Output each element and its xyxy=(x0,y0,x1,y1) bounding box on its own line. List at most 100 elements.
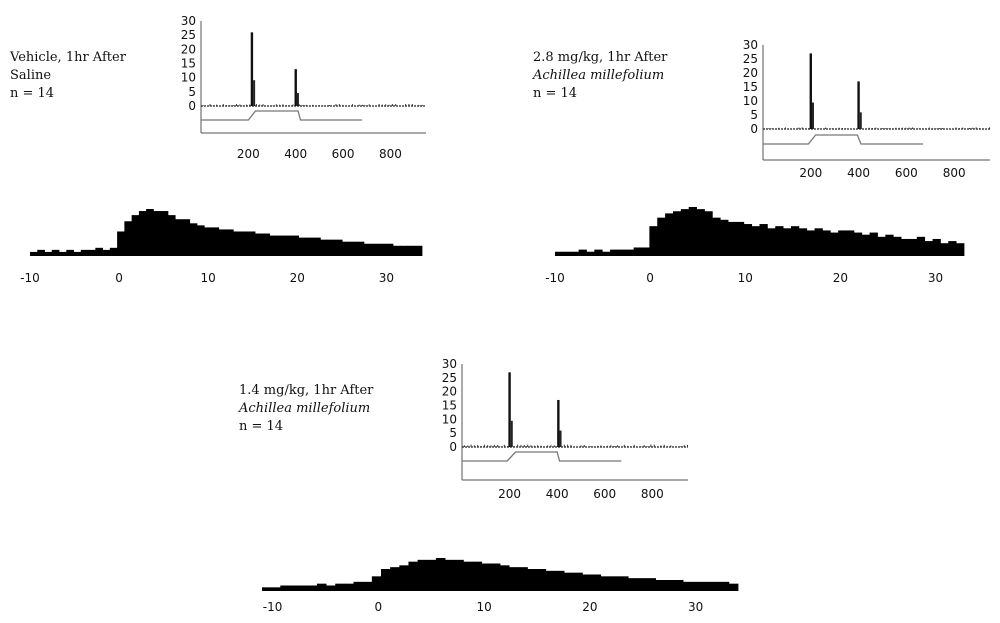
inset-x-tick-label: 600 xyxy=(895,166,918,180)
psth-bar xyxy=(948,241,957,256)
psth-bar xyxy=(138,211,147,256)
psth-x-tick-label: 0 xyxy=(375,600,383,614)
psth-bar xyxy=(414,245,423,256)
inset-y-tick-label: 20 xyxy=(743,66,758,80)
psth-bar xyxy=(305,237,314,256)
psth-bar xyxy=(609,576,620,591)
psth-bar xyxy=(617,249,627,256)
inset-y-tick-label: 30 xyxy=(442,357,457,371)
inset-y-tick-label: 5 xyxy=(188,85,196,99)
inset-x-tick-label: 400 xyxy=(284,147,307,161)
psth-bar xyxy=(527,569,538,591)
inset-x-tick-label: 400 xyxy=(546,487,569,501)
inset-peak-bar xyxy=(559,430,562,447)
inset-stimulus-trace xyxy=(462,451,622,462)
psth-bar xyxy=(327,239,336,256)
psth-bar xyxy=(704,211,713,256)
psth-bar xyxy=(362,581,373,591)
psth-bar xyxy=(554,570,565,591)
psth-bar xyxy=(51,249,60,256)
psth-bar xyxy=(445,559,455,591)
psth-bar xyxy=(877,236,886,256)
inset-stimulus-trace xyxy=(763,134,924,145)
psth-bar xyxy=(371,576,382,591)
psth-bar xyxy=(688,207,697,256)
psth-bar xyxy=(582,574,592,591)
psth-bar xyxy=(728,221,737,256)
inset-peak-bar xyxy=(294,69,297,106)
psth-bar xyxy=(901,238,910,256)
inset-y-tick-label: 25 xyxy=(442,371,457,385)
psth-bar xyxy=(822,230,831,256)
psth-bar xyxy=(255,233,263,256)
psth-bar xyxy=(751,226,760,256)
psth-bar xyxy=(280,585,290,591)
psth-bar xyxy=(408,561,419,591)
psth-bar xyxy=(349,241,358,256)
inset-y-tick-label: 15 xyxy=(743,80,758,94)
inset-y-tick-label: 15 xyxy=(181,57,196,71)
inset-y-tick-label: 10 xyxy=(181,71,196,85)
inset-y-tick-label: 25 xyxy=(743,52,758,66)
psth-bar xyxy=(885,234,894,256)
psth-bar xyxy=(109,247,118,256)
psth-bar xyxy=(95,247,103,256)
inset-y-tick-label: 5 xyxy=(449,426,457,440)
psth-x-tick-label: 20 xyxy=(582,600,597,614)
psth-bar xyxy=(628,578,638,591)
psth-bar xyxy=(701,581,711,591)
psth-bar xyxy=(146,209,154,256)
inset-peak-bar xyxy=(811,102,814,129)
psth-bar xyxy=(759,224,768,256)
inset-x-tick-label: 600 xyxy=(593,487,616,501)
psth-x-tick-label: 30 xyxy=(688,600,703,614)
psth-bar xyxy=(830,232,839,256)
psth-bar xyxy=(657,217,666,256)
inset-y-tick-label: 10 xyxy=(442,412,457,426)
inset-y-tick-label: 25 xyxy=(181,28,196,42)
panel-label-low-dose: 1.4 mg/kg, 1hr After Achillea millefoliu… xyxy=(239,382,373,436)
panel-label-line3: n = 14 xyxy=(10,86,55,101)
panel-label-vehicle: Vehicle, 1hr After Saline n = 14 xyxy=(10,49,126,103)
inset-x-tick-label: 800 xyxy=(943,166,966,180)
inset-y-tick-label: 30 xyxy=(743,38,758,52)
psth-bar xyxy=(924,241,933,256)
psth-bar xyxy=(167,215,176,256)
psth-bar xyxy=(683,581,693,591)
psth-bar xyxy=(182,219,191,256)
psth-bar xyxy=(426,559,437,591)
psth-bar xyxy=(719,581,730,591)
psth-bar xyxy=(392,245,401,256)
psth-x-tick-label: -10 xyxy=(263,600,283,614)
psth-x-tick-label: 20 xyxy=(833,271,848,285)
panel-label-line2: Saline xyxy=(10,68,52,83)
psth-bar xyxy=(385,243,394,256)
panel-label-line2: Achillea millefolium xyxy=(239,401,371,416)
psth-bar xyxy=(600,576,611,591)
psth-bar xyxy=(342,241,350,256)
inset-y-tick-label: 0 xyxy=(449,440,457,454)
inset-x-tick-label: 600 xyxy=(332,147,355,161)
inset-y-tick-label: 15 xyxy=(442,399,457,413)
psth-bar xyxy=(356,241,365,256)
psth-bar xyxy=(160,211,169,256)
psth-bar xyxy=(417,559,428,591)
psth-bar xyxy=(131,215,140,256)
psth-bar xyxy=(298,585,309,591)
psth-bar xyxy=(956,243,965,256)
psth-bar xyxy=(767,228,776,256)
inset-y-tick-label: 0 xyxy=(188,99,196,113)
psth-bar xyxy=(536,569,547,591)
psth-bar xyxy=(649,226,658,256)
psth-bar xyxy=(641,247,650,256)
psth-bar xyxy=(88,249,96,256)
psth-bar xyxy=(743,224,753,256)
psth-bar xyxy=(625,249,635,256)
psth-bar xyxy=(564,572,574,591)
psth-bar xyxy=(80,249,89,256)
psth-bar xyxy=(233,231,241,256)
psth-x-tick-label: 30 xyxy=(928,271,943,285)
psth-bar xyxy=(573,572,583,591)
psth-x-tick-label: -10 xyxy=(20,271,40,285)
